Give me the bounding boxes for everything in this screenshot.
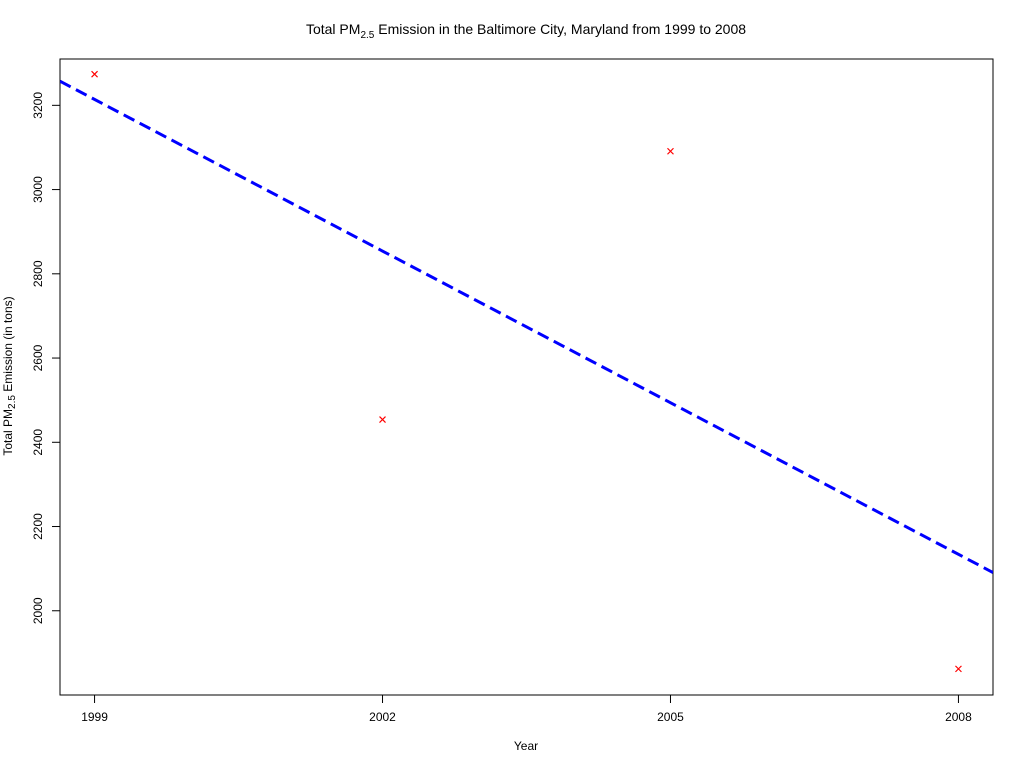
x-tick-label: 2005 [657, 710, 684, 724]
x-tick-label: 1999 [81, 710, 108, 724]
y-tick-label: 3200 [31, 92, 45, 119]
chart-title: Total PM2.5 Emission in the Baltimore Ci… [306, 21, 746, 41]
x-tick-label: 2002 [369, 710, 396, 724]
y-tick-label: 2200 [31, 513, 45, 540]
data-point [91, 70, 98, 78]
data-point [667, 147, 674, 155]
y-tick-label: 2000 [31, 597, 45, 624]
data-point [955, 665, 962, 673]
y-tick-label: 2800 [31, 260, 45, 287]
y-tick-label: 2400 [31, 429, 45, 456]
y-tick-label: 2600 [31, 344, 45, 371]
chart-title-before: Total PM [306, 21, 360, 37]
data-point [379, 416, 386, 423]
x-axis: 1999 2002 2005 2008 [81, 694, 972, 724]
chart-title-after: Emission in the Baltimore City, Maryland… [374, 21, 746, 37]
x-tick-label: 2008 [945, 710, 972, 724]
x-axis-title: Year [514, 739, 538, 753]
chart-title-subscript: 2.5 [360, 30, 374, 41]
y-axis-title-after: Emission (in tons) [1, 296, 15, 395]
plot-area [60, 70, 993, 673]
plot-frame [59, 58, 994, 696]
y-axis-title: Total PM2.5 Emission (in tons) [1, 296, 18, 455]
y-axis-title-subscript: 2.5 [7, 395, 18, 409]
y-tick-label: 3000 [31, 176, 45, 203]
y-axis-title-before: Total PM [1, 409, 15, 456]
y-axis: 2000 2200 2400 2600 2800 3000 3200 [31, 92, 61, 624]
trend-line [60, 79, 993, 574]
